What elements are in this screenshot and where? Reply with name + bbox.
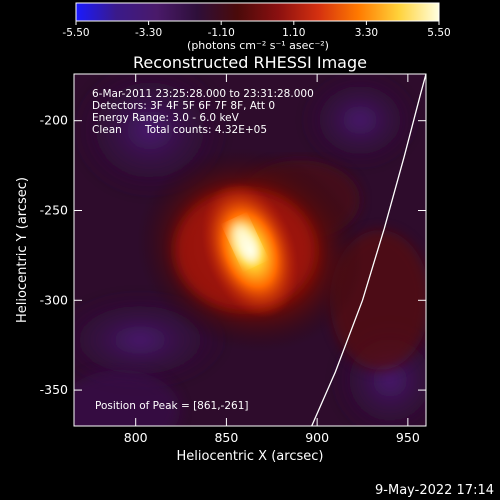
x-tick-label: 950 bbox=[396, 430, 420, 445]
peak-position-text: Position of Peak = [861,-261] bbox=[95, 400, 249, 412]
colorbar-tick-label: 5.50 bbox=[427, 27, 450, 39]
x-tick-label: 800 bbox=[124, 430, 148, 445]
y-tick-label: -300 bbox=[40, 292, 68, 307]
colorbar-tick-label: -3.30 bbox=[135, 27, 162, 39]
detectors-text: Detectors: 3F 4F 5F 6F 7F 8F, Att 0 bbox=[92, 100, 275, 112]
plot-frame bbox=[73, 73, 427, 427]
x-tick-label: 900 bbox=[305, 430, 329, 445]
x-tick-label: 850 bbox=[214, 430, 238, 445]
y-axis: -200 -250 -300 -350 bbox=[40, 113, 426, 397]
colorbar bbox=[75, 2, 440, 22]
y-tick-label: -350 bbox=[40, 382, 68, 397]
y-axis-label: Heliocentric Y (arcsec) bbox=[15, 177, 30, 323]
colorbar-tick-label: -1.10 bbox=[208, 27, 235, 39]
y-tick-label: -200 bbox=[40, 113, 68, 128]
footer-date: 9-May-2022 17:14 bbox=[375, 483, 494, 498]
algorithm-text: Clean bbox=[92, 124, 122, 136]
energy-range-text: Energy Range: 3.0 - 6.0 keV bbox=[92, 112, 240, 124]
time-range-text: 6-Mar-2011 23:25:28.000 to 23:31:28.000 bbox=[92, 88, 314, 100]
colorbar-tick-label: -5.50 bbox=[62, 27, 89, 39]
colorbar-tick-label: 3.30 bbox=[355, 27, 378, 39]
y-tick-label: -250 bbox=[40, 202, 68, 217]
solar-limb-curve bbox=[311, 74, 426, 426]
colorbar-tick-label: 1.10 bbox=[282, 27, 305, 39]
x-axis: 800 850 900 950 bbox=[124, 74, 420, 445]
x-axis-label: Heliocentric X (arcsec) bbox=[177, 449, 324, 464]
rhessi-image bbox=[74, 74, 426, 426]
total-counts-text: Total counts: 4.32E+05 bbox=[144, 124, 267, 136]
colorbar-ticks: -5.50 -3.30 -1.10 1.10 3.30 5.50 bbox=[62, 21, 451, 39]
plot-title: Reconstructed RHESSI Image bbox=[133, 53, 367, 72]
colorbar-label: (photons cm⁻² s⁻¹ asec⁻²) bbox=[187, 39, 329, 52]
